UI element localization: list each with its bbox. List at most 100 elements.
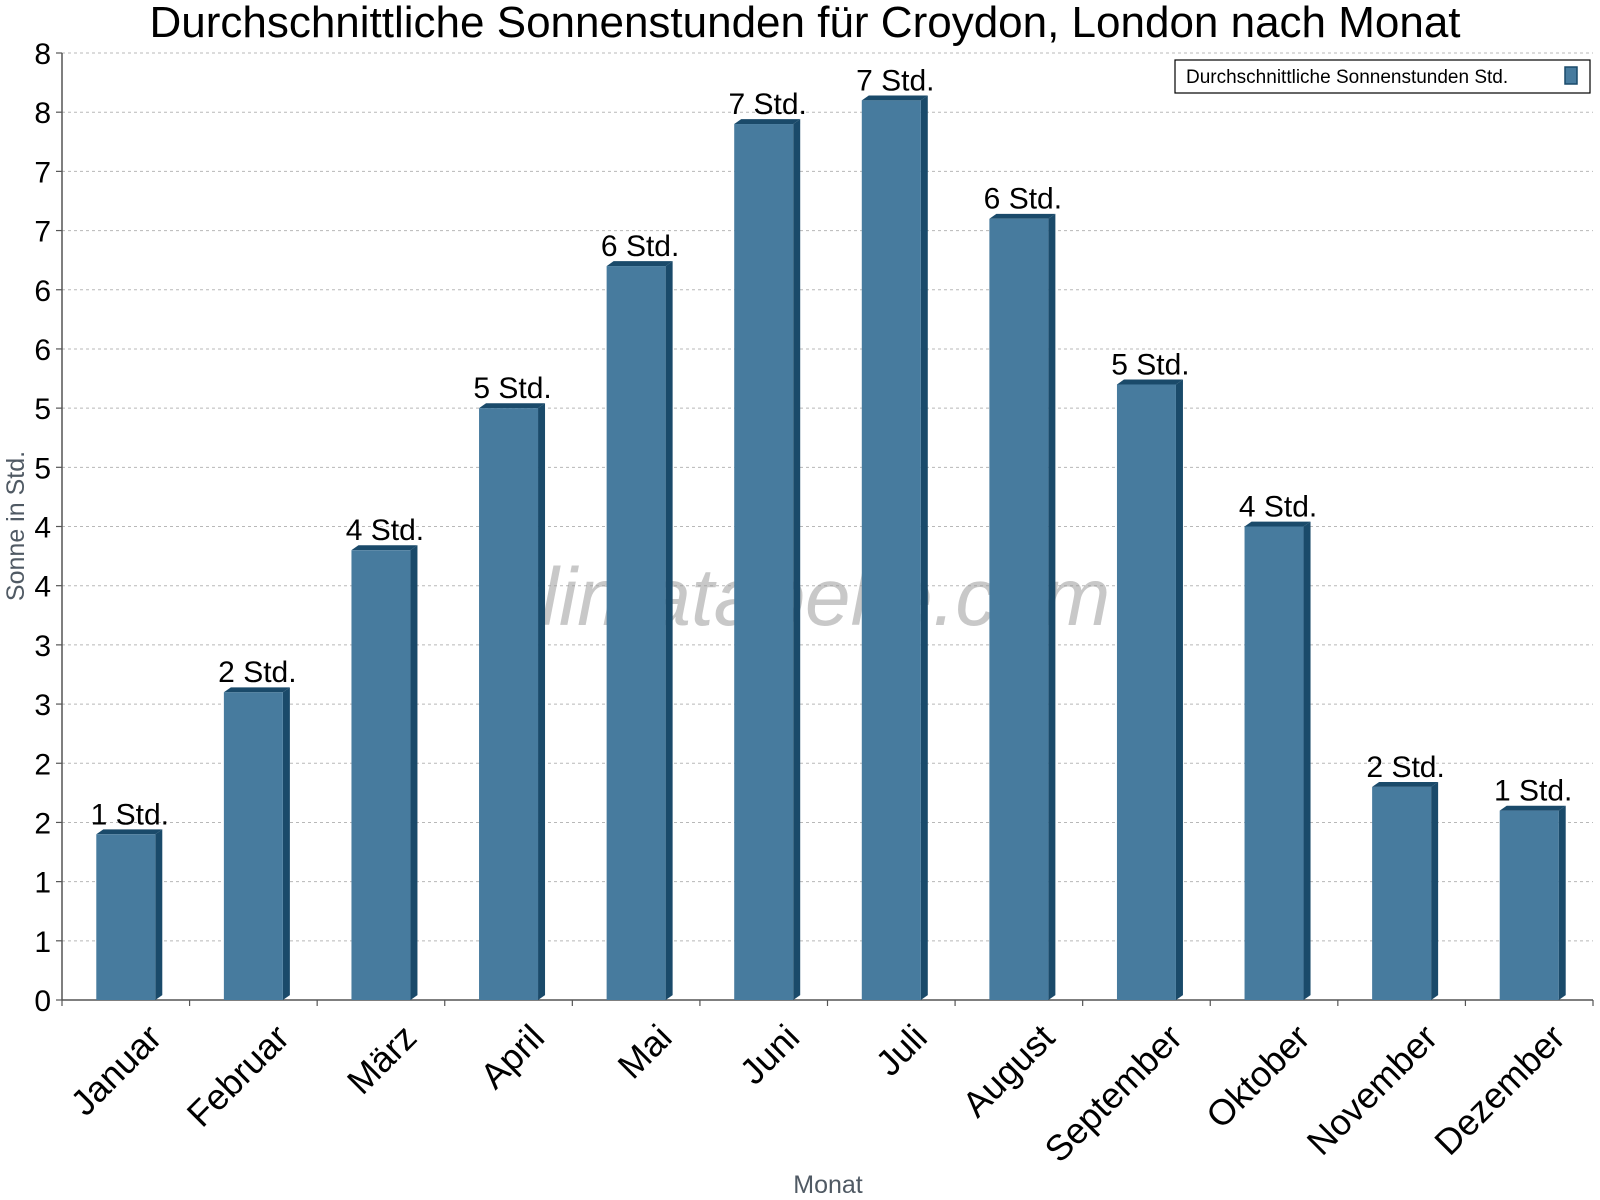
bar-juli <box>861 95 928 1001</box>
bar-side <box>1048 213 1056 1000</box>
bar-top <box>1244 521 1311 527</box>
y-tick-label: 3 <box>34 630 51 663</box>
bar <box>1244 526 1304 1000</box>
bar-mai <box>606 261 673 1000</box>
bar-side <box>282 687 290 1000</box>
bar-top <box>606 261 673 267</box>
legend: Durchschnittliche Sonnenstunden Std. <box>1174 59 1591 94</box>
bar-top <box>861 95 928 101</box>
bar-top <box>1499 805 1566 811</box>
y-tick-label: 5 <box>34 452 51 485</box>
data-label: 2 Std. <box>1366 751 1444 784</box>
bar <box>1499 810 1559 1000</box>
bar-november <box>1372 782 1439 1000</box>
bar-side <box>155 829 163 1000</box>
y-tick-label: 1 <box>34 867 51 900</box>
bar <box>223 692 283 1000</box>
bar <box>989 218 1049 1001</box>
data-label: 4 Std. <box>346 514 424 547</box>
y-tick-label: 7 <box>34 216 51 249</box>
legend-label: Durchschnittliche Sonnenstunden Std. <box>1186 67 1508 88</box>
data-label: 5 Std. <box>1111 348 1189 381</box>
bar <box>734 124 794 1000</box>
data-label: 6 Std. <box>601 230 679 263</box>
y-tick-label: 8 <box>34 38 51 71</box>
axes <box>56 52 1594 1006</box>
bar-januar <box>96 829 163 1000</box>
bar-side <box>1431 782 1439 1000</box>
data-labels: 1 Std. 2 Std. 4 Std. 5 Std. 6 Std. 7 Std. 7 St… <box>91 64 1573 831</box>
bar-top <box>734 119 801 125</box>
bar-september <box>1116 379 1183 1000</box>
x-tick-label: Dezember <box>1426 1016 1572 1162</box>
bar-oktober <box>1244 521 1311 1000</box>
data-label: 1 Std. <box>1494 775 1572 808</box>
bar <box>1372 786 1432 1000</box>
y-tick-label: 2 <box>34 748 51 781</box>
bar-side <box>665 261 673 1000</box>
bar <box>96 834 156 1000</box>
bar-dezember <box>1499 805 1566 1000</box>
y-tick-label: 8 <box>34 97 51 130</box>
x-tick-label: August <box>954 1016 1062 1124</box>
data-label: 7 Std. <box>856 64 934 97</box>
y-tick-label: 7 <box>34 156 51 189</box>
gridlines <box>62 52 1593 942</box>
x-tick-label: Juli <box>868 1016 935 1083</box>
bar-april <box>479 403 546 1001</box>
y-tick-label: 0 <box>34 985 51 1018</box>
x-axis-title: Monat <box>793 1171 863 1199</box>
data-label: 5 Std. <box>473 372 551 405</box>
y-axis-title: Sonne in Std. <box>2 451 30 601</box>
bar-side <box>410 545 418 1000</box>
y-tick-label: 4 <box>34 512 51 545</box>
data-label: 7 Std. <box>729 88 807 121</box>
y-tick-label: 6 <box>34 334 51 367</box>
data-label: 1 Std. <box>91 798 169 831</box>
bar-top <box>989 213 1056 219</box>
legend-swatch <box>1564 66 1578 85</box>
y-tick-label: 2 <box>34 807 51 840</box>
data-label: 4 Std. <box>1239 491 1317 524</box>
bar-februar <box>223 687 290 1000</box>
y-tick-label: 3 <box>34 689 51 722</box>
bar-top <box>1116 379 1183 385</box>
bar-top <box>479 403 546 409</box>
bar <box>1116 384 1176 1000</box>
x-tick-label: Mai <box>610 1016 680 1086</box>
legend-box <box>1174 59 1591 94</box>
bar-side <box>1558 805 1566 1000</box>
y-tick-label: 4 <box>34 571 51 604</box>
x-tick-label: März <box>339 1016 425 1102</box>
bar-side <box>1303 521 1311 1000</box>
bar-side <box>920 95 928 1000</box>
x-tick-label: April <box>472 1016 552 1096</box>
y-tick-label: 1 <box>34 926 51 959</box>
bar-side <box>538 403 546 1001</box>
x-axis-ticks: Januar Februar März April Mai Juni Juli AugustS… <box>62 1016 1572 1170</box>
x-tick-label: November <box>1299 1016 1445 1162</box>
x-tick-label: Juni <box>731 1016 807 1092</box>
bar <box>351 550 411 1000</box>
bars <box>96 95 1566 1001</box>
x-tick-label: Februar <box>179 1016 297 1134</box>
bar <box>861 100 921 1001</box>
bar-top <box>96 829 163 835</box>
bar-märz <box>351 545 418 1000</box>
x-tick-label: Januar <box>62 1016 169 1123</box>
y-tick-label: 5 <box>34 393 51 426</box>
x-tick-label: September <box>1036 1016 1190 1170</box>
bar-top <box>1372 782 1439 787</box>
bar-top <box>351 545 418 551</box>
bar-side <box>1175 379 1183 1000</box>
bar-juni <box>734 119 801 1000</box>
bar-top <box>223 687 290 693</box>
y-axis-ticks: 0 1 1 2 2 3 3 4 4 5 5 6 6 7 7 8 8 <box>34 38 51 1018</box>
bar-august <box>989 213 1056 1001</box>
data-label: 2 Std. <box>218 656 296 689</box>
bar <box>606 266 666 1000</box>
bar <box>479 408 539 1000</box>
bar-side <box>793 119 801 1000</box>
data-label: 6 Std. <box>984 183 1062 216</box>
